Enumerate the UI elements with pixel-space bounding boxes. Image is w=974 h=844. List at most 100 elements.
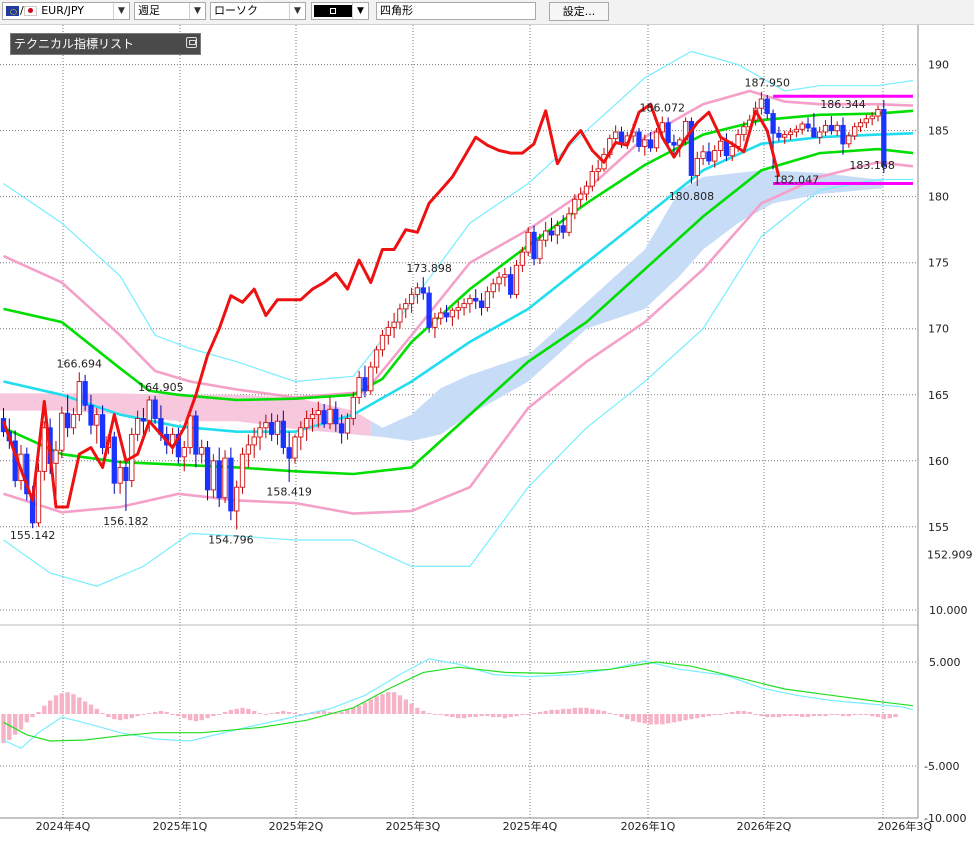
candle-body (840, 124, 846, 145)
macd-histogram-bar (292, 713, 298, 714)
price-label: 154.796 (208, 533, 254, 546)
macd-histogram-bar (875, 714, 881, 718)
candle (484, 286, 491, 312)
candle-body (99, 414, 106, 449)
macd-histogram-bar (648, 714, 653, 725)
candle (245, 434, 252, 468)
candle-body (24, 453, 30, 495)
candle-body (321, 410, 327, 425)
macd-histogram-bar (94, 708, 99, 714)
candle (222, 450, 228, 504)
candle-body (64, 412, 71, 429)
candle-body (554, 225, 560, 236)
macd-histogram-bar (543, 710, 548, 714)
macd-histogram-bar (333, 713, 338, 714)
candle (828, 116, 835, 135)
candle-body (508, 274, 514, 295)
candle-body (764, 98, 770, 114)
candle-body (298, 427, 304, 438)
candle (519, 246, 526, 272)
macd-histogram-bar (520, 714, 525, 715)
drawing-tool-field[interactable]: 四角形 (376, 2, 536, 20)
candle-body (478, 300, 485, 309)
macd-histogram-bar (677, 714, 682, 722)
candle (59, 406, 65, 459)
candle (333, 401, 339, 432)
macd-histogram-bar (7, 714, 12, 740)
candle (123, 460, 129, 511)
symbol-select[interactable]: / EUR/JPY ▼ (2, 2, 130, 20)
candle-body (338, 423, 345, 434)
time-tick-label: 2026年2Q (737, 819, 792, 833)
candle (508, 266, 514, 299)
candle-body (484, 291, 491, 308)
macd-histogram-bar (71, 694, 76, 714)
light-cyan-lower-band (3, 178, 913, 587)
macd-histogram-bar (718, 714, 723, 715)
candle (263, 414, 269, 439)
minimize-icon[interactable] (186, 37, 197, 48)
candle (70, 407, 77, 435)
macd-histogram-bar (689, 714, 694, 720)
candle (881, 100, 887, 173)
price-label: 173.898 (406, 262, 452, 275)
signal-line (3, 661, 914, 742)
candle (741, 121, 747, 142)
candle-body (333, 408, 339, 425)
indicator-list-panel[interactable]: テクニカル指標リスト (10, 33, 201, 55)
candle (88, 394, 94, 435)
candle-body (572, 198, 578, 215)
macd-histogram-bar (461, 714, 467, 719)
macd-histogram-bar (426, 713, 432, 714)
candle (53, 440, 59, 497)
price-tick-label: 175 (928, 257, 949, 270)
candle (811, 112, 817, 138)
candle (309, 407, 316, 432)
chevron-down-icon[interactable]: ▼ (113, 3, 129, 19)
chevron-down-icon[interactable]: ▼ (289, 3, 305, 19)
candle (134, 410, 141, 441)
macd-histogram-bar (584, 707, 589, 714)
price-label: 180.808 (669, 190, 715, 203)
macd-histogram-bar (415, 707, 420, 714)
candle-body (292, 436, 298, 459)
candle (595, 159, 601, 181)
macd-histogram-bar (601, 710, 607, 714)
candle-body (793, 128, 800, 133)
settings-button[interactable]: 設定... (549, 2, 609, 21)
candle-body (403, 303, 409, 310)
candle (292, 434, 298, 464)
candle (478, 293, 485, 316)
candle (636, 128, 642, 152)
candle (327, 397, 333, 430)
chevron-down-icon[interactable]: ▼ (352, 3, 368, 19)
candle (420, 277, 426, 300)
macd-line (3, 658, 914, 750)
price-tick-label: 160 (928, 455, 949, 468)
drawing-color-select[interactable]: ▼ (311, 2, 369, 20)
macd-histogram-bar (222, 711, 228, 714)
candle-body (735, 134, 741, 147)
price-axis: 155 160 165 170 175 180 185 190 152.909 10.000 5.0… (917, 25, 974, 844)
rectangle-drawing (773, 94, 913, 185)
candle-body (228, 457, 234, 512)
macd-histogram-bar (345, 709, 350, 714)
candle-body (811, 127, 817, 138)
macd-histogram-bar (706, 714, 712, 717)
candle-body (799, 123, 805, 130)
macd-histogram-bar (403, 699, 408, 714)
candle (647, 131, 654, 152)
chart-type-select[interactable]: ローソク ▼ (210, 2, 306, 20)
candle (537, 233, 543, 265)
candle-body (187, 415, 193, 449)
macd-histogram-bar (800, 714, 805, 718)
macd-histogram-bar (765, 714, 770, 718)
macd-histogram-bar (578, 707, 583, 714)
candle-body (694, 157, 700, 177)
macd-histogram-bar (252, 710, 257, 714)
timeframe-select[interactable]: 週足 ▼ (134, 2, 206, 20)
candle-body (875, 109, 881, 117)
chevron-down-icon[interactable]: ▼ (189, 3, 205, 19)
candle-body (857, 122, 864, 128)
